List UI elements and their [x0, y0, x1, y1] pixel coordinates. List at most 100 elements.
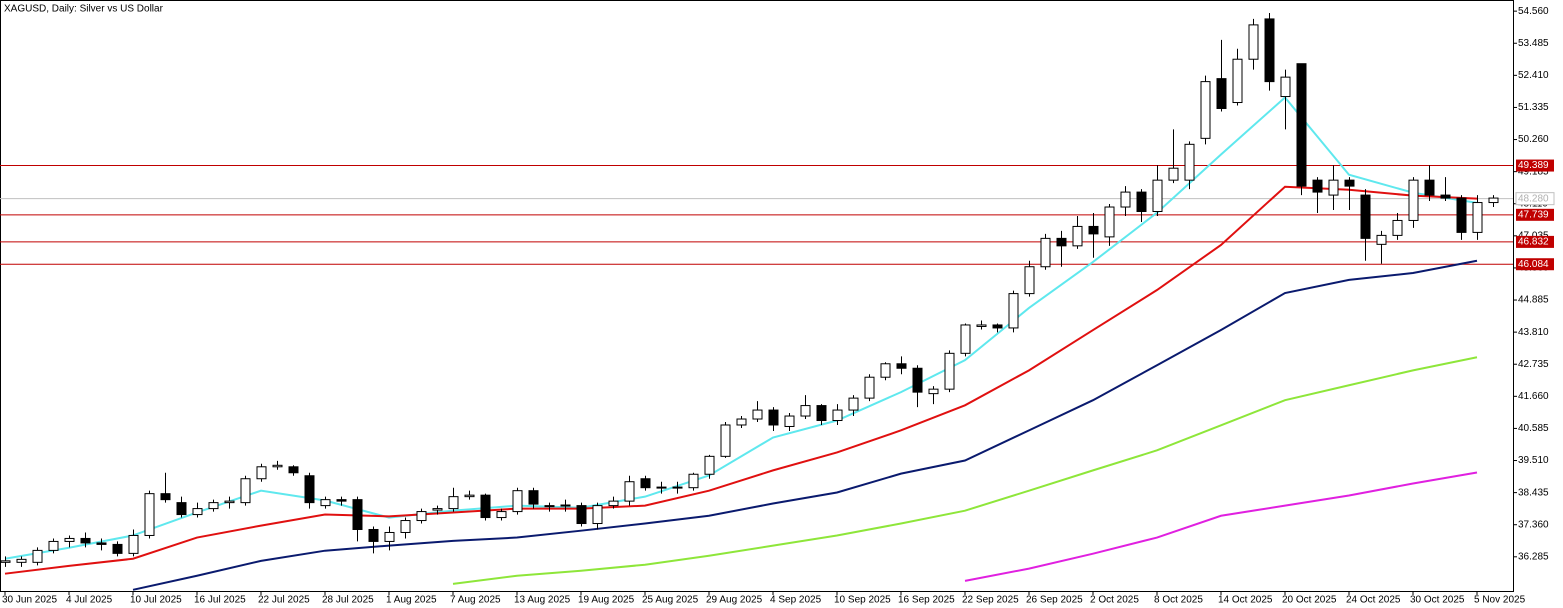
- candle-body: [672, 486, 683, 489]
- candle-body: [1456, 197, 1467, 233]
- candle-body: [1312, 179, 1323, 193]
- candle-body: [848, 397, 859, 411]
- candle-body: [592, 505, 603, 525]
- y-tick-label: 36.285: [1518, 551, 1549, 562]
- candle-body: [336, 499, 347, 502]
- x-tick-label: 4 Sep 2025: [770, 595, 822, 606]
- candle-body: [176, 502, 187, 516]
- y-tick-label: 53.485: [1518, 38, 1549, 49]
- candle-body: [496, 511, 507, 519]
- y-tick-label: 39.510: [1518, 455, 1549, 466]
- candle-body: [688, 473, 699, 489]
- candle-body: [944, 352, 955, 390]
- level-box: [1516, 258, 1554, 271]
- x-tick-label: 22 Jul 2025: [258, 595, 310, 606]
- candle-body: [912, 367, 923, 393]
- candle-body: [480, 494, 491, 519]
- x-tick-label: 10 Jul 2025: [130, 595, 182, 606]
- candle-body: [1280, 76, 1291, 98]
- candle-body: [752, 409, 763, 420]
- candle-body: [864, 376, 875, 399]
- candle-body: [48, 540, 59, 551]
- candle-body: [1136, 191, 1147, 213]
- candle-body: [80, 537, 91, 544]
- x-tick-label: 30 Jun 2025: [2, 595, 57, 606]
- candle-body: [736, 418, 747, 426]
- candle-body: [144, 493, 155, 536]
- candle-body: [1376, 234, 1387, 245]
- candle-body: [800, 405, 811, 417]
- level-label: 46.832: [1518, 237, 1549, 248]
- candle-body: [576, 505, 587, 525]
- x-tick-label: 28 Jul 2025: [322, 595, 374, 606]
- candle-body: [112, 543, 123, 554]
- candle-body: [96, 542, 107, 545]
- candle-body: [528, 490, 539, 505]
- candle-body: [400, 520, 411, 533]
- candle-body: [608, 500, 619, 507]
- candle-body: [1344, 179, 1355, 187]
- candle-body: [208, 502, 219, 510]
- candle-body: [1392, 219, 1403, 236]
- candle-body: [32, 549, 43, 563]
- y-tick-label: 38.435: [1518, 487, 1549, 498]
- y-tick-label: 40.585: [1518, 423, 1549, 434]
- candle-body: [1232, 58, 1243, 104]
- moving-average-line: [132, 259, 1478, 591]
- x-tick-label: 26 Sep 2025: [1026, 595, 1083, 606]
- candle-body: [1440, 194, 1451, 199]
- level-label: 47.739: [1518, 209, 1549, 220]
- candle-body: [352, 499, 363, 530]
- candle-body: [1152, 179, 1163, 213]
- candle-body: [784, 415, 795, 427]
- x-tick-label: 22 Sep 2025: [962, 595, 1019, 606]
- level-label: 49.389: [1518, 160, 1549, 171]
- candle-body: [256, 466, 267, 480]
- candle-body: [1424, 179, 1435, 196]
- candle-body: [1472, 202, 1483, 233]
- candle-body: [416, 511, 427, 522]
- candle-body: [0, 560, 11, 563]
- x-tick-label: 16 Jul 2025: [194, 595, 246, 606]
- y-tick-label: 52.410: [1518, 70, 1549, 81]
- candle-body: [1088, 225, 1099, 235]
- candle-body: [16, 558, 27, 563]
- candle-body: [1024, 266, 1035, 295]
- current-price-label: 48.280: [1518, 193, 1549, 204]
- x-tick-label: 24 Oct 2025: [1346, 595, 1401, 606]
- candle-body: [1040, 237, 1051, 268]
- x-tick-label: 19 Aug 2025: [578, 595, 635, 606]
- candle-body: [320, 499, 331, 507]
- candle-body: [928, 388, 939, 395]
- x-tick-label: 1 Aug 2025: [386, 595, 437, 606]
- x-tick-label: 2 Oct 2025: [1090, 595, 1139, 606]
- candle-body: [128, 534, 139, 554]
- candle-body: [1184, 143, 1195, 181]
- x-tick-label: 16 Sep 2025: [898, 595, 955, 606]
- x-tick-label: 10 Sep 2025: [834, 595, 891, 606]
- x-tick-label: 8 Oct 2025: [1154, 595, 1203, 606]
- candle-body: [1216, 78, 1227, 109]
- candle-body: [992, 324, 1003, 329]
- candle-body: [432, 508, 443, 511]
- candle-body: [976, 324, 987, 327]
- candle-body: [1248, 24, 1259, 60]
- x-tick-label: 5 Nov 2025: [1474, 595, 1526, 606]
- candle-body: [272, 464, 283, 468]
- candle-body: [384, 531, 395, 542]
- y-tick-label: 43.810: [1518, 327, 1549, 338]
- x-tick-label: 20 Oct 2025: [1282, 595, 1337, 606]
- candle-body: [1008, 293, 1019, 329]
- level-box: [1516, 235, 1554, 248]
- y-tick-label: 49.185: [1518, 166, 1549, 177]
- candle-body: [880, 363, 891, 378]
- candle-body: [1264, 18, 1275, 83]
- candle-body: [512, 490, 523, 513]
- candle-body: [192, 508, 203, 516]
- candle-body: [1168, 167, 1179, 181]
- candle-body: [1200, 81, 1211, 139]
- moving-average-line: [4, 185, 1478, 575]
- candle-body: [464, 494, 475, 498]
- y-tick-label: 37.360: [1518, 519, 1549, 530]
